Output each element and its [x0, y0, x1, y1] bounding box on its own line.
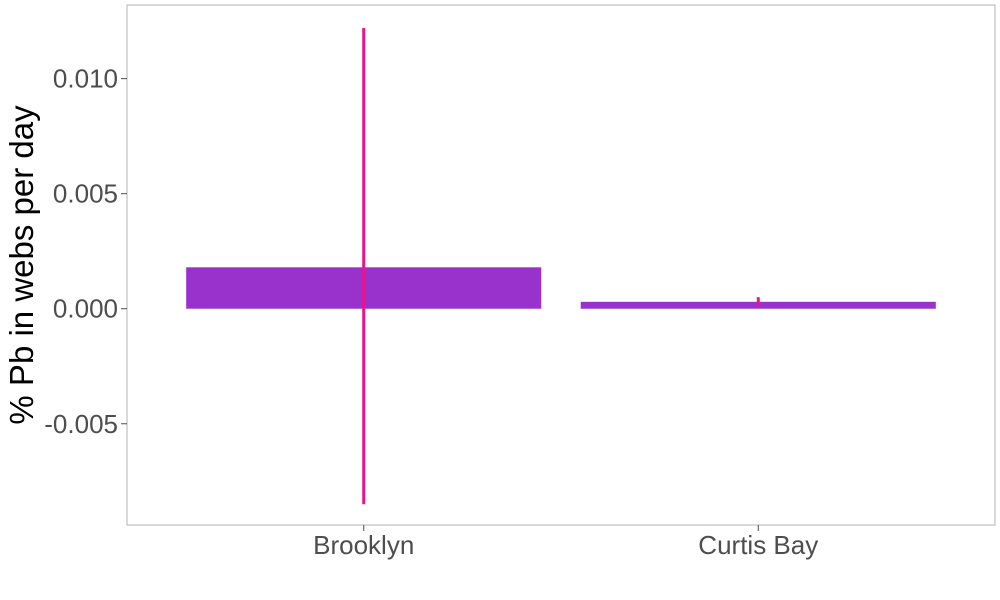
- y-tick-label: 0.000: [53, 294, 118, 324]
- error-bars: [362, 28, 760, 505]
- plot-panel: [126, 4, 996, 526]
- x-tick-label: Curtis Bay: [698, 530, 818, 560]
- y-tick-label: 0.010: [53, 64, 118, 94]
- y-axis-title: % Pb in webs per day: [3, 105, 40, 425]
- x-axis: Brooklyn Curtis Bay: [313, 525, 818, 560]
- x-tick-label: Brooklyn: [313, 530, 414, 560]
- y-tick-label: 0.005: [53, 179, 118, 209]
- y-axis: -0.005 0.000 0.005 0.010: [44, 64, 127, 439]
- y-tick-label: -0.005: [44, 409, 118, 439]
